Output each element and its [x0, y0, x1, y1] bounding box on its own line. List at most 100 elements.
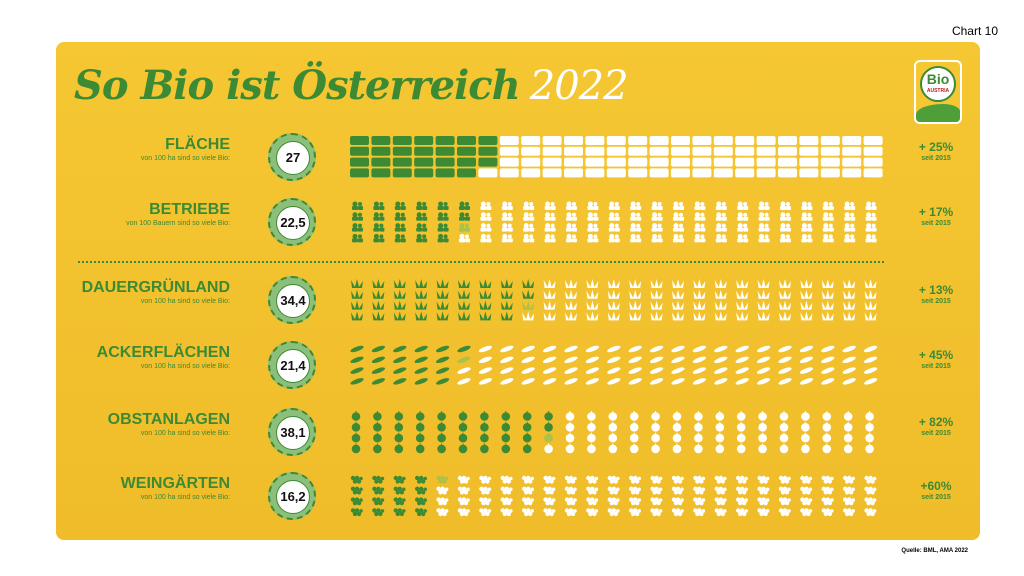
field-icon — [606, 168, 626, 178]
farmer-icon — [608, 201, 620, 210]
apple-icon — [351, 411, 361, 421]
farmer-icon — [566, 201, 577, 210]
grass-icon — [736, 300, 749, 310]
field-icon — [392, 168, 412, 178]
value-label: 21,4 — [276, 349, 310, 383]
grain-icon — [500, 356, 514, 364]
grass-icon — [693, 289, 706, 299]
field-icon — [414, 157, 434, 167]
field-icon — [371, 136, 391, 145]
field-icon — [564, 146, 583, 156]
field-icon — [692, 136, 712, 145]
grass-icon — [757, 279, 770, 288]
farmer-icon — [737, 223, 749, 232]
pictogram-grid — [350, 475, 877, 517]
grapes-icon — [607, 508, 620, 517]
grass-icon — [779, 311, 791, 321]
category-subtitle: von 100 ha sind so viele Bio: — [140, 298, 230, 305]
grass-icon — [543, 279, 556, 288]
field-icon — [778, 146, 797, 156]
field-icon — [713, 168, 733, 178]
grain-icon — [842, 367, 856, 374]
grain-icon — [778, 345, 792, 353]
grass-icon — [565, 300, 577, 310]
apple-icon — [608, 421, 618, 432]
grass-icon — [351, 311, 363, 321]
apple-icon — [779, 443, 789, 454]
row-label: WEINGÄRTEN von 100 ha sind so viele Bio: — [121, 475, 230, 503]
farmer-icon — [587, 201, 599, 210]
apple-icon — [736, 432, 746, 443]
grass-icon — [436, 311, 449, 321]
chart-title: So Bio ist Österreich 2022 — [74, 62, 629, 109]
field-icon — [392, 157, 412, 167]
change-label: + 17% seit 2015 — [910, 205, 962, 229]
farmer-icon — [480, 223, 492, 232]
grain-icon — [350, 356, 364, 364]
field-icon — [756, 136, 776, 145]
field-icon — [606, 136, 626, 145]
grain-icon — [350, 345, 364, 353]
grain-icon — [799, 367, 814, 374]
field-icon — [735, 136, 755, 145]
farmer-icon — [865, 233, 877, 243]
field-icon — [435, 168, 455, 178]
farmer-icon — [651, 212, 663, 221]
apple-icon — [822, 432, 832, 443]
farmer-icon — [459, 233, 470, 243]
grass-icon — [672, 279, 684, 288]
apple-icon — [415, 432, 425, 443]
grain-icon — [735, 356, 749, 364]
field-icon — [671, 157, 690, 167]
field-icon — [692, 146, 712, 156]
change-label: + 45% seit 2015 — [910, 348, 962, 372]
farmer-icon — [394, 233, 406, 243]
grain-icon — [350, 367, 364, 374]
farmer-icon — [694, 201, 706, 210]
field-icon — [863, 168, 883, 178]
category-name: WEINGÄRTEN — [120, 475, 230, 492]
grain-icon — [778, 378, 792, 385]
apple-icon — [801, 411, 810, 421]
grain-icon — [628, 356, 642, 364]
field-icon — [863, 157, 883, 167]
grain-icon — [649, 378, 664, 385]
grass-icon — [522, 300, 535, 310]
grass-icon — [393, 300, 406, 310]
farmer-icon — [437, 223, 449, 232]
grapes-icon — [821, 508, 834, 517]
field-icon — [756, 168, 776, 178]
grapes-icon — [757, 508, 770, 517]
apple-icon — [779, 411, 789, 421]
apple-icon — [501, 432, 511, 443]
grass-icon — [586, 279, 599, 288]
grapes-icon — [586, 486, 599, 495]
apple-icon — [715, 411, 725, 421]
row-3: ACKERFLÄCHEN von 100 ha sind so viele Bio… — [56, 340, 980, 390]
farmer-icon — [822, 212, 834, 221]
farmer-icon — [394, 201, 406, 210]
grain-icon — [393, 356, 407, 364]
farmer-icon — [780, 223, 791, 232]
grapes-icon — [543, 475, 556, 484]
grapes-icon — [821, 497, 834, 506]
grass-icon — [629, 311, 642, 321]
grapes-icon — [714, 497, 727, 506]
grass-icon — [415, 300, 428, 310]
grass-icon — [821, 311, 834, 321]
title-year: 2022 — [529, 63, 629, 109]
field-icon — [628, 168, 648, 178]
grapes-icon — [650, 508, 663, 517]
apple-icon — [437, 432, 446, 443]
farmer-icon — [566, 223, 577, 232]
grapes-icon — [714, 475, 727, 484]
grass-icon — [522, 289, 535, 299]
value-label: 38,1 — [276, 416, 310, 450]
field-icon — [713, 146, 733, 156]
apple-icon — [672, 432, 682, 443]
grain-icon — [585, 356, 600, 364]
field-icon — [799, 146, 819, 156]
grain-icon — [607, 345, 621, 353]
farmer-icon — [501, 233, 513, 243]
grass-icon — [714, 279, 727, 288]
